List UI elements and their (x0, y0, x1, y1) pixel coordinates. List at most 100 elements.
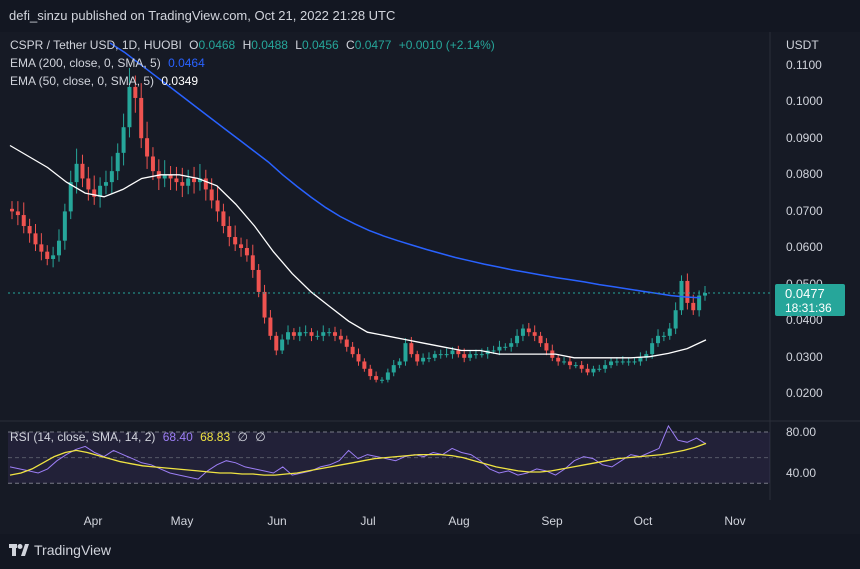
candle-body (573, 365, 578, 367)
time-tick-label: May (170, 514, 194, 528)
candle-body (250, 255, 255, 270)
open-value: 0.0468 (198, 38, 236, 52)
ema200-legend[interactable]: EMA (200, close, 0, SMA, 5) 0.0464 (10, 56, 209, 70)
candle-body (538, 335, 543, 344)
candle-body (338, 335, 343, 340)
price-tick-label: 0.0200 (786, 386, 823, 400)
candle-body (374, 376, 379, 380)
candle-body (209, 189, 214, 201)
close-value: 0.0477 (354, 38, 392, 52)
rsi-extra-1: ∅ (237, 430, 248, 444)
time-tick-label: Nov (724, 514, 746, 528)
candle-body (203, 178, 208, 190)
currency-label[interactable]: USDT (786, 38, 819, 52)
candle-body (703, 293, 707, 296)
candle-body (315, 335, 320, 337)
price-tick-label: 0.1100 (786, 58, 822, 72)
candle-body (74, 163, 79, 183)
candle-body (556, 357, 561, 362)
candle-body (603, 365, 608, 369)
candle-body (520, 328, 525, 336)
candle-body (491, 350, 496, 352)
candle-body (233, 237, 238, 245)
bottom-bar: TradingView (0, 534, 860, 569)
rsi-label[interactable]: RSI (14, close, SMA, 14, 2) (10, 430, 156, 444)
candle-body (620, 361, 625, 363)
candle-body (27, 226, 32, 234)
candle-body (344, 339, 349, 347)
ema50-label[interactable]: EMA (50, close, 0, SMA, 5) (10, 74, 155, 88)
candle-body (303, 332, 308, 334)
time-tick-label: Oct (633, 514, 653, 528)
candle-body (391, 365, 396, 373)
top-bar: defi_sinzu published on TradingView.com,… (0, 0, 860, 32)
candle-body (133, 86, 138, 98)
candle-body (409, 343, 414, 355)
high-value: 0.0488 (251, 38, 288, 52)
ema50-value: 0.0349 (161, 74, 199, 88)
candle-body (432, 354, 437, 358)
candle-body (356, 354, 361, 362)
bar-countdown: 18:31:36 (785, 301, 832, 315)
low-value: 0.0456 (301, 38, 339, 52)
price-tick-label: 0.0600 (786, 240, 823, 254)
candle-body (268, 317, 273, 336)
candle-body (80, 163, 85, 179)
candle-body (192, 178, 197, 183)
price-tick-label: 0.0700 (786, 204, 823, 218)
candle-body (21, 215, 26, 227)
candle-body (614, 361, 619, 363)
tradingview-brand: TradingView (34, 542, 112, 558)
candle-body (438, 354, 443, 356)
tradingview-logo-icon (9, 544, 29, 556)
candle-body (426, 357, 431, 359)
price-tick-label: 0.0800 (786, 167, 823, 181)
symbol-legend[interactable]: CSPR / Tether USD, 1D, HUOBI O0.0468 H0.… (10, 38, 499, 52)
ema50-legend[interactable]: EMA (50, close, 0, SMA, 5) 0.0349 (10, 74, 202, 88)
candle-body (109, 171, 114, 183)
rsi-sma-value: 68.83 (200, 430, 231, 444)
candle-body (656, 335, 661, 344)
candle-body (468, 354, 473, 358)
candle-body (350, 346, 355, 355)
candle-body (39, 244, 44, 252)
rsi-legend[interactable]: RSI (14, close, SMA, 14, 2) 68.40 68.83 … (10, 430, 270, 444)
candle-body (509, 343, 514, 347)
candle-body (280, 339, 285, 351)
candle-body (180, 182, 185, 186)
low-label: L (295, 38, 302, 52)
candle-body (385, 372, 390, 380)
candle-body (309, 332, 314, 336)
chart-panel[interactable] (0, 32, 860, 534)
candle-body (321, 332, 326, 336)
candle-body (15, 211, 20, 216)
candle-body (444, 354, 449, 356)
rsi-tick-label: 40.00 (786, 466, 817, 480)
candle-body (415, 354, 420, 362)
high-label: H (242, 38, 252, 52)
candle-body (239, 244, 244, 248)
candle-body (115, 152, 120, 172)
candle-body (397, 361, 402, 366)
candle-body (92, 189, 97, 197)
candle-body (673, 310, 678, 329)
tradingview-logo[interactable]: TradingView (9, 542, 111, 558)
candle-body (679, 280, 684, 311)
candle-body (503, 346, 508, 348)
time-tick-label: Jun (267, 514, 287, 528)
ema200-label[interactable]: EMA (200, close, 0, SMA, 5) (10, 56, 161, 70)
time-tick-label: Apr (83, 514, 103, 528)
ema200-line (109, 42, 701, 299)
candle-body (368, 368, 373, 377)
candle-body (56, 240, 61, 256)
candle-body (333, 332, 338, 336)
change-value: +0.0010 (+2.14%) (398, 38, 495, 52)
candle-body (33, 233, 38, 245)
symbol-name[interactable]: CSPR / Tether USD, 1D, HUOBI (10, 38, 182, 52)
candle-body (98, 185, 103, 197)
candle-body (691, 302, 696, 311)
rsi-value: 68.40 (162, 430, 193, 444)
candle-body (562, 361, 567, 363)
candle-body (51, 255, 56, 259)
